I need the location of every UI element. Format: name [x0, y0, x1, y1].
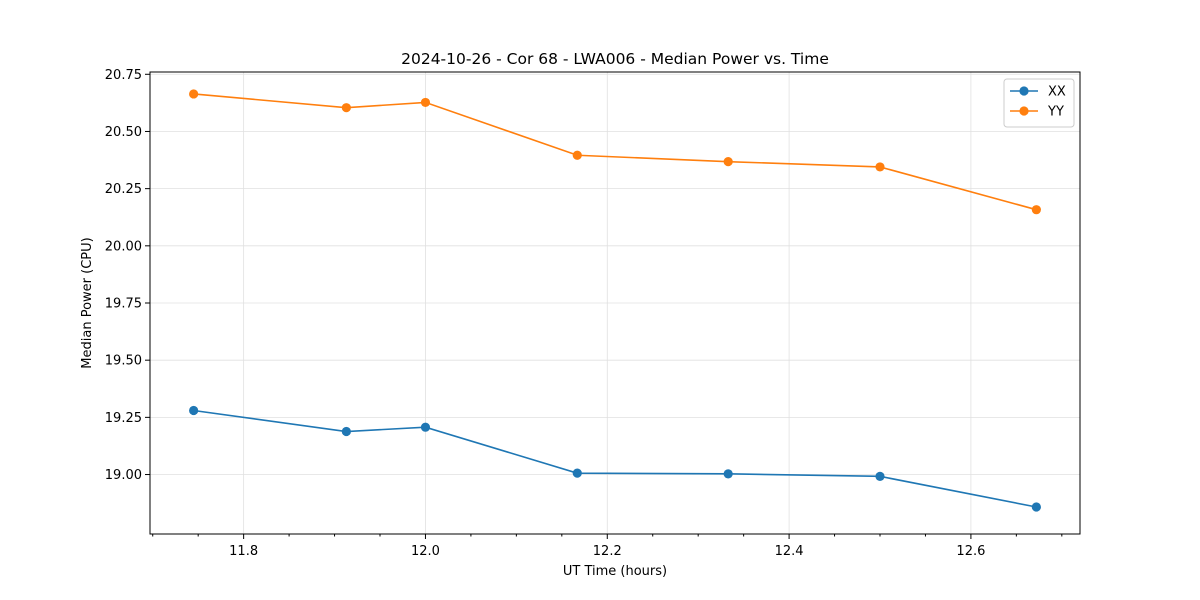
- series-layer: [189, 89, 1041, 512]
- series-line-yy: [193, 93, 1037, 211]
- data-point-yy: [189, 89, 199, 99]
- data-point-xx: [1031, 502, 1041, 512]
- data-point-xx: [341, 426, 351, 437]
- data-point-xx: [189, 405, 199, 416]
- axis-ticks: 11.8 12.0 12.2 12.4 12.6 19.00 19.25 19.50 19.75…: [105, 68, 1063, 559]
- x-axis-label: UT Time (hours): [563, 564, 667, 579]
- data-point-xx: [420, 422, 431, 432]
- y-tick-label: 19.75: [105, 297, 142, 312]
- x-tick-label: 12.6: [956, 544, 985, 559]
- data-point-xx: [723, 469, 733, 479]
- x-tick-label: 12.4: [775, 544, 804, 559]
- y-tick-label: 20.25: [105, 182, 142, 197]
- legend: XX YY: [1003, 78, 1075, 128]
- y-tick-label: 19.25: [105, 411, 142, 426]
- grid: [150, 72, 1080, 534]
- data-point-xx: [875, 471, 885, 481]
- data-point-yy: [420, 97, 431, 108]
- data-point-yy: [723, 157, 733, 167]
- y-tick-label: 20.00: [105, 239, 142, 254]
- data-point-yy: [1031, 205, 1041, 215]
- y-tick-label: 19.00: [105, 468, 142, 483]
- legend-swatch-marker: [1019, 86, 1029, 96]
- data-point-yy: [875, 162, 885, 172]
- data-point-xx: [572, 468, 582, 478]
- y-tick-label: 20.50: [105, 125, 142, 140]
- y-axis-label: Median Power (CPU): [80, 237, 95, 368]
- data-point-yy: [572, 150, 582, 160]
- chart-title: 2024-10-26 - Cor 68 - LWA006 - Median Po…: [401, 50, 829, 68]
- y-tick-label: 19.50: [105, 354, 142, 369]
- y-tick-label: 20.75: [105, 68, 142, 83]
- legend-swatch-marker: [1019, 106, 1029, 116]
- legend-label-xx: XX: [1048, 85, 1066, 100]
- x-tick-label: 12.2: [593, 544, 622, 559]
- series-line-xx: [193, 409, 1037, 508]
- x-tick-label: 12.0: [411, 544, 440, 559]
- data-point-yy: [341, 103, 351, 113]
- x-tick-label: 11.8: [229, 544, 258, 559]
- legend-label-yy: YY: [1047, 105, 1064, 120]
